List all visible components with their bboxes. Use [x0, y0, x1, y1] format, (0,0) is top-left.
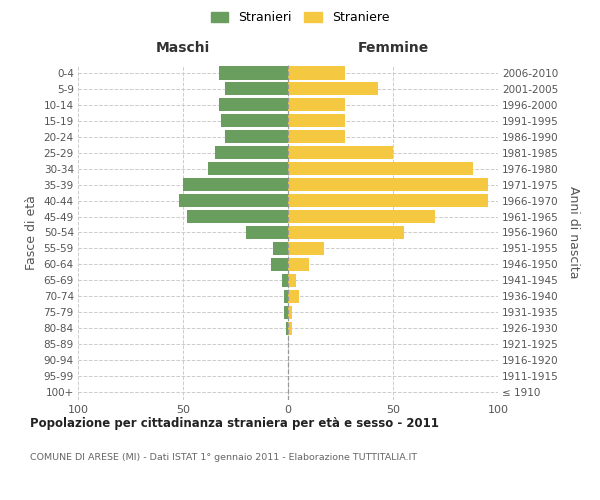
Bar: [288, 66, 345, 80]
Bar: [288, 114, 345, 128]
Bar: [288, 258, 309, 271]
Bar: [288, 162, 473, 175]
Text: Femmine: Femmine: [358, 42, 428, 56]
Y-axis label: Anni di nascita: Anni di nascita: [567, 186, 580, 279]
Bar: [179, 194, 288, 207]
Bar: [288, 130, 345, 143]
Bar: [218, 66, 288, 80]
Text: Maschi: Maschi: [156, 42, 210, 56]
Bar: [221, 114, 288, 128]
Bar: [215, 146, 288, 160]
Bar: [288, 306, 292, 319]
Bar: [288, 274, 296, 287]
Bar: [246, 226, 288, 239]
Bar: [288, 290, 299, 303]
Bar: [284, 306, 288, 319]
Bar: [187, 210, 288, 223]
Bar: [286, 322, 288, 335]
Bar: [274, 242, 288, 255]
Bar: [288, 226, 404, 239]
Bar: [288, 146, 393, 160]
Bar: [183, 178, 288, 191]
Bar: [288, 178, 488, 191]
Bar: [288, 194, 488, 207]
Bar: [218, 98, 288, 112]
Bar: [288, 242, 324, 255]
Bar: [288, 322, 292, 335]
Bar: [284, 290, 288, 303]
Bar: [225, 82, 288, 96]
Bar: [282, 274, 288, 287]
Text: COMUNE DI ARESE (MI) - Dati ISTAT 1° gennaio 2011 - Elaborazione TUTTITALIA.IT: COMUNE DI ARESE (MI) - Dati ISTAT 1° gen…: [30, 452, 417, 462]
Bar: [288, 210, 435, 223]
Legend: Stranieri, Straniere: Stranieri, Straniere: [206, 6, 394, 29]
Bar: [225, 130, 288, 143]
Bar: [288, 82, 379, 96]
Text: Popolazione per cittadinanza straniera per età e sesso - 2011: Popolazione per cittadinanza straniera p…: [30, 418, 439, 430]
Bar: [208, 162, 288, 175]
Bar: [271, 258, 288, 271]
Bar: [288, 98, 345, 112]
Y-axis label: Fasce di età: Fasce di età: [25, 195, 38, 270]
